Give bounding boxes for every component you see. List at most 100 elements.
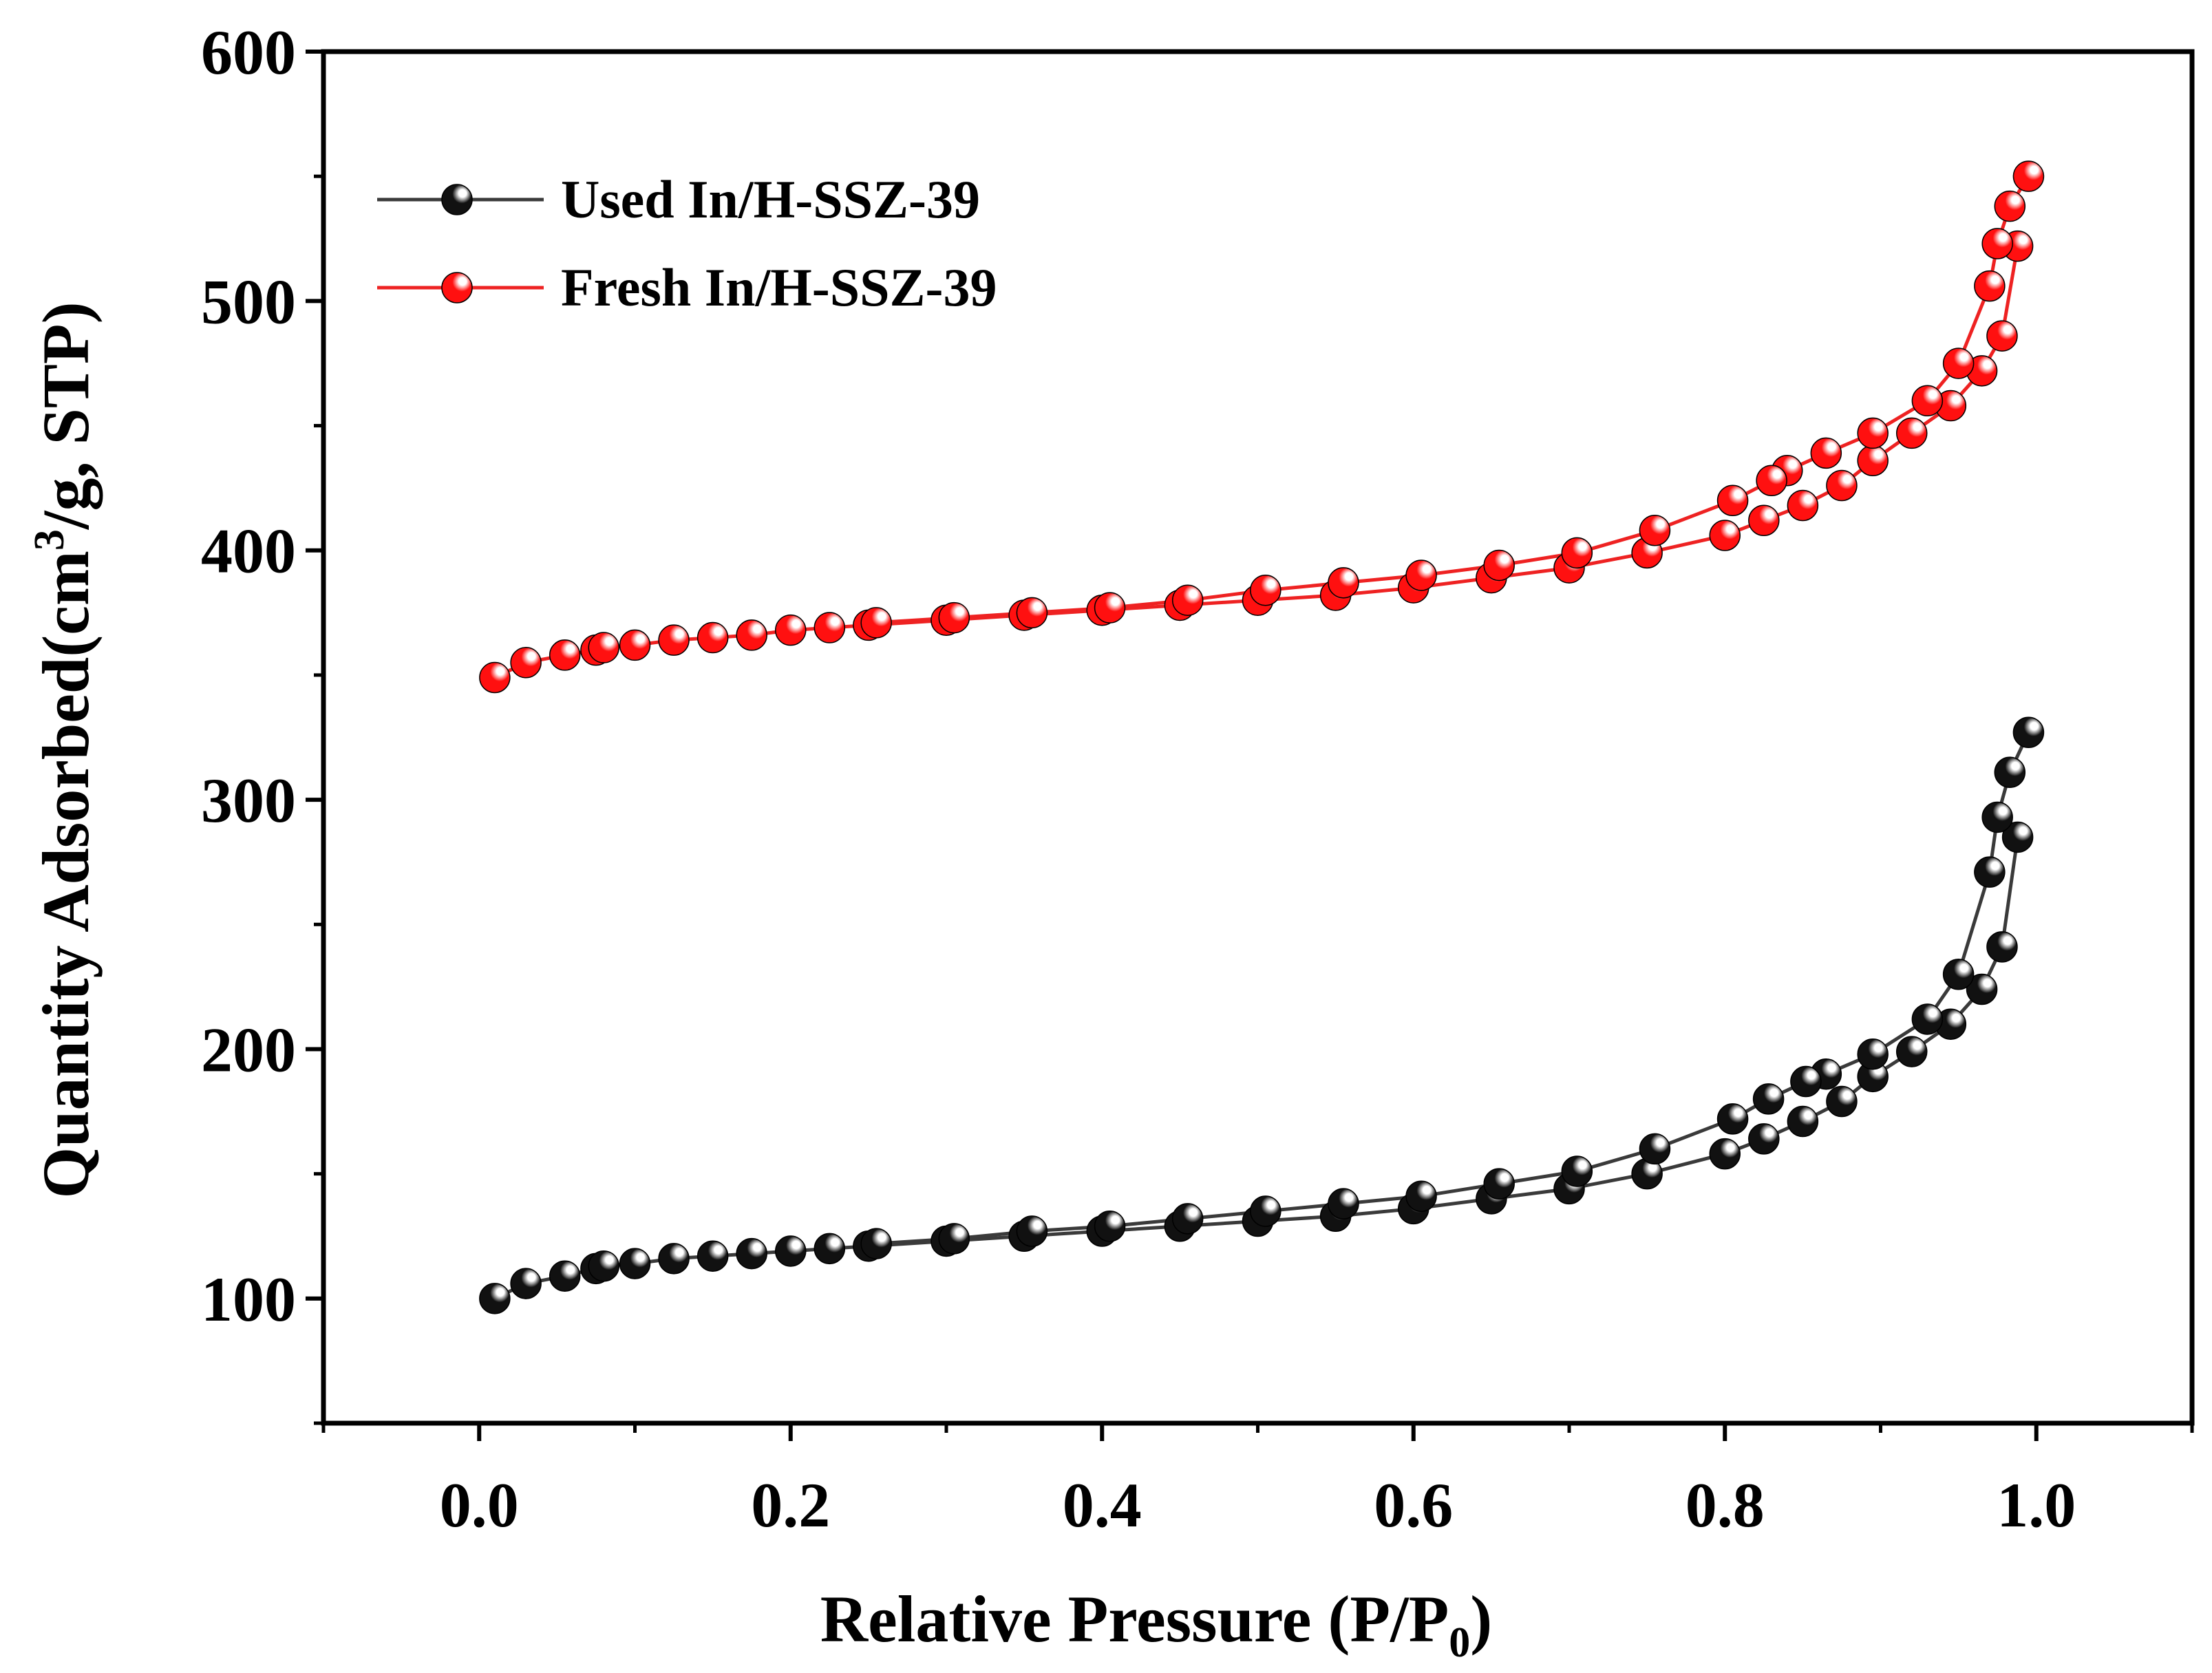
data-point-used-desorption: [1171, 1203, 1204, 1235]
data-point-fresh-desorption: [1994, 190, 2026, 222]
data-point-used-desorption: [938, 1223, 970, 1255]
data-point-fresh-adsorption: [1709, 520, 1741, 551]
data-point-used-desorption: [1911, 1003, 1944, 1035]
data-point-used-adsorption: [1787, 1105, 1819, 1138]
data-point-used-adsorption: [510, 1268, 542, 1299]
legend-marker-fresh: [441, 272, 473, 303]
data-point-used-desorption: [1752, 1083, 1785, 1115]
legend-marker-used: [441, 184, 473, 215]
data-point-fresh-adsorption: [1896, 417, 1928, 449]
data-point-fresh-desorption: [1974, 270, 2006, 302]
data-point-fresh-desorption: [860, 607, 892, 639]
data-point-fresh-desorption: [1639, 514, 1671, 546]
legend-label-used: Used In/H-SSZ-39: [561, 169, 980, 229]
data-point-fresh-desorption: [1981, 228, 2013, 259]
data-point-used-adsorption: [479, 1283, 511, 1314]
data-point-used-desorption: [1857, 1038, 1889, 1070]
x-tick-label: 0.2: [751, 1470, 830, 1540]
data-point-used-adsorption: [1986, 931, 2018, 963]
legend-entry-fresh: Fresh In/H-SSZ-39: [377, 257, 997, 317]
data-point-fresh-adsorption: [588, 632, 619, 663]
y-axis-title: Quantity Adsorbed(cm3/g, STP): [26, 301, 103, 1198]
data-point-used-adsorption: [736, 1237, 767, 1270]
data-point-used-adsorption: [775, 1235, 807, 1267]
data-point-used-adsorption: [658, 1243, 690, 1275]
y-tick-label: 300: [201, 765, 296, 835]
data-point-fresh-adsorption: [813, 612, 846, 643]
data-point-fresh-adsorption: [1986, 320, 2018, 352]
y-tick-label: 500: [201, 266, 296, 337]
data-point-used-desorption: [860, 1228, 892, 1259]
data-point-fresh-desorption: [1405, 560, 1437, 591]
data-point-used-desorption: [1016, 1215, 1048, 1247]
legend-entry-used: Used In/H-SSZ-39: [377, 169, 980, 229]
data-point-fresh-desorption: [1756, 465, 1787, 497]
x-tick-label: 0.4: [1063, 1470, 1142, 1540]
data-point-used-adsorption: [1826, 1085, 1858, 1118]
data-point-used-desorption: [1405, 1180, 1437, 1212]
data-point-used-desorption: [1250, 1195, 1282, 1227]
data-point-fresh-adsorption: [1787, 489, 1819, 522]
ticks-layer: 0.0 0.2 0.4 0.6 0.8 1.0 100 200 300 400 500 600: [201, 17, 2194, 1540]
data-point-fresh-adsorption: [1748, 504, 1780, 536]
legend-label-fresh: Fresh In/H-SSZ-39: [561, 257, 997, 317]
data-point-fresh-adsorption: [658, 624, 690, 656]
data-point-used-desorption: [1094, 1210, 1126, 1242]
data-point-fresh-desorption: [2012, 160, 2045, 192]
data-point-fresh-desorption: [1716, 484, 1749, 517]
data-point-used-desorption: [2012, 716, 2045, 749]
data-point-fresh-adsorption: [549, 639, 581, 671]
x-axis-title: Relative Pressure (P/P0): [820, 1582, 1492, 1666]
data-point-fresh-adsorption: [510, 647, 542, 679]
data-point-fresh-desorption: [1911, 385, 1944, 417]
data-point-used-adsorption: [813, 1233, 846, 1265]
data-point-fresh-adsorption: [696, 621, 729, 654]
data-point-fresh-adsorption: [619, 629, 651, 661]
x-tick-label: 1.0: [1997, 1470, 2076, 1540]
data-point-fresh-desorption: [1171, 584, 1204, 616]
x-tick-label: 0.0: [440, 1470, 519, 1540]
x-tick-label: 0.6: [1374, 1470, 1453, 1540]
y-tick-label: 400: [201, 516, 296, 586]
data-point-used-desorption: [1994, 756, 2026, 788]
data-point-used-adsorption: [588, 1250, 619, 1282]
data-point-fresh-adsorption: [1826, 469, 1858, 502]
data-point-fresh-adsorption: [479, 661, 511, 694]
data-point-fresh-desorption: [1328, 567, 1359, 599]
data-point-used-desorption: [1483, 1168, 1515, 1200]
data-point-fresh-desorption: [1016, 597, 1048, 629]
data-point-fresh-adsorption: [736, 619, 767, 651]
data-point-used-desorption: [1639, 1133, 1671, 1165]
data-point-fresh-desorption: [1857, 417, 1889, 449]
data-point-used-desorption: [1716, 1103, 1749, 1135]
data-point-used-desorption: [1942, 958, 1975, 990]
data-point-used-desorption: [1790, 1065, 1822, 1098]
legend: Used In/H-SSZ-39 Fresh In/H-SSZ-39: [377, 169, 997, 317]
data-point-used-desorption: [1561, 1155, 1593, 1187]
data-point-fresh-desorption: [1561, 537, 1593, 569]
y-tick-label: 600: [201, 17, 296, 87]
data-point-used-desorption: [1974, 856, 2006, 888]
data-point-used-adsorption: [549, 1260, 581, 1292]
x-tick-label: 0.8: [1685, 1470, 1765, 1540]
data-point-fresh-desorption: [1250, 574, 1282, 606]
series-line-used-desorption: [876, 732, 2030, 1246]
data-point-used-adsorption: [1709, 1138, 1741, 1170]
data-point-used-adsorption: [1896, 1036, 1928, 1067]
data-point-used-adsorption: [2001, 821, 2034, 853]
data-point-used-adsorption: [1748, 1123, 1780, 1155]
data-point-used-adsorption: [696, 1240, 729, 1272]
data-point-used-adsorption: [619, 1248, 651, 1279]
data-point-fresh-desorption: [938, 601, 970, 634]
y-tick-label: 100: [201, 1264, 296, 1334]
data-point-used-desorption: [1328, 1188, 1359, 1219]
data-point-fresh-desorption: [1094, 592, 1126, 624]
data-point-fresh-desorption: [1942, 348, 1975, 379]
data-point-used-desorption: [1981, 801, 2013, 833]
data-point-fresh-desorption: [1483, 549, 1515, 582]
series-line-fresh-desorption: [876, 175, 2030, 625]
data-point-used-adsorption: [1966, 973, 1998, 1005]
